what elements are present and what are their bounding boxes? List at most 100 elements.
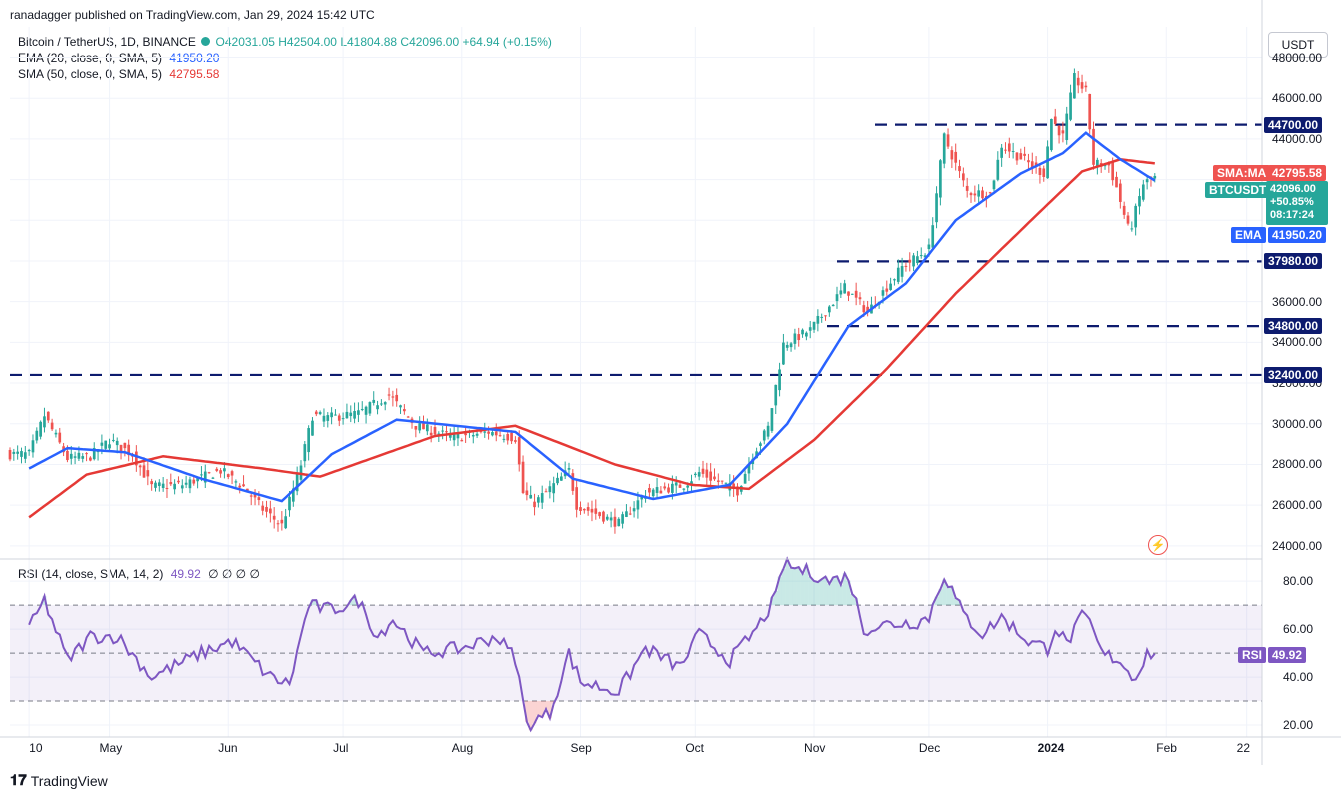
candle-body (843, 283, 847, 294)
candle-body (1061, 130, 1065, 134)
candle-body (364, 406, 368, 415)
candle-body (1027, 160, 1030, 163)
candle-body (1053, 116, 1057, 124)
rsi-overbought-fill (785, 558, 790, 606)
level-tag-37980.00: 37980.00 (1264, 253, 1323, 270)
candle-body (135, 451, 138, 466)
candle-body (261, 505, 265, 511)
candle-body (981, 190, 984, 199)
time-tick-label: Feb (1156, 741, 1177, 755)
time-tick-label: Dec (918, 741, 941, 755)
candle-body (893, 279, 896, 281)
candle-body (391, 396, 395, 398)
candle-body (157, 482, 161, 486)
tradingview-logo[interactable]: 𝟏𝟕 TradingView (10, 772, 108, 789)
candle-body (850, 293, 854, 295)
lightning-icon[interactable]: ⚡ (1148, 535, 1168, 555)
rsi-overbought-fill (325, 602, 330, 606)
candle-body (1145, 179, 1149, 183)
candle-body (724, 482, 728, 484)
candle-body (380, 403, 383, 405)
candle-body (1076, 77, 1080, 86)
tv-brand-text: TradingView (30, 772, 108, 789)
candle-body (1042, 168, 1046, 177)
candle-body (54, 432, 58, 435)
currency-button[interactable]: USDT (1268, 32, 1328, 58)
level-tag-44700.00: 44700.00 (1264, 116, 1323, 133)
candle-body (1073, 73, 1076, 99)
time-tick-label: Sep (570, 741, 592, 755)
candle-body (651, 489, 655, 497)
candle-body (50, 422, 54, 430)
rsi-overbought-fill (827, 583, 832, 606)
rsi-legend[interactable]: RSI (14, close, SMA, 14, 2) 49.92 ∅ ∅ ∅ … (18, 567, 260, 581)
rsi-overbought-fill (773, 591, 778, 606)
candle-body (640, 496, 644, 500)
candle-body (973, 193, 977, 196)
candle-body (927, 244, 931, 250)
candle-body (1069, 92, 1072, 120)
candle-body (1000, 147, 1003, 158)
candle-body (801, 329, 804, 335)
candle-body (257, 497, 261, 501)
candle-body (307, 428, 310, 453)
candle-body (521, 461, 525, 494)
candle-body (939, 160, 942, 198)
sma-legend-value: 42795.58 (169, 67, 220, 81)
candle-body (988, 192, 992, 194)
candle-body (701, 468, 705, 474)
candle-body (46, 411, 50, 421)
candle-body (705, 469, 709, 478)
candle-body (1019, 153, 1023, 160)
time-tick-label: Nov (804, 741, 826, 755)
candle-body (659, 490, 663, 494)
candle-body (192, 479, 196, 484)
last-price: 42096.00 (1270, 183, 1316, 195)
candle-body (230, 471, 234, 476)
candle-body (108, 444, 111, 449)
candle-body (1153, 175, 1157, 179)
candle-body (663, 486, 667, 489)
candle-body (820, 316, 824, 318)
candle-body (506, 434, 510, 441)
rsi-overbought-fill (835, 576, 839, 606)
candle-body (621, 514, 624, 524)
candle-body (824, 315, 827, 317)
candle-body (908, 259, 912, 263)
candle-body (969, 193, 973, 196)
candle-body (958, 166, 961, 172)
candle-body (12, 451, 16, 454)
ema20-line (28, 131, 1156, 503)
candle-body (456, 434, 460, 439)
candle-body (242, 484, 245, 487)
candle-body (732, 483, 735, 489)
candle-body (422, 422, 425, 430)
candle-body (89, 457, 92, 461)
candle-body (483, 431, 487, 433)
candle-body (127, 444, 131, 456)
rsi-overbought-fill (789, 567, 793, 606)
candle-body (464, 433, 467, 436)
candle-body (92, 448, 96, 460)
sma-legend[interactable]: SMA (50, close, 0, SMA, 5) 42795.58 (18, 67, 219, 81)
candle-body (743, 473, 747, 484)
candle-body (1057, 125, 1061, 136)
candle-body (720, 480, 724, 482)
rsi-tick-label: 60.00 (1283, 622, 1314, 637)
candle-body (215, 468, 219, 471)
candle-body (165, 487, 169, 489)
price-tick-label: 34000.00 (1272, 335, 1323, 350)
candle-body (582, 508, 586, 511)
candle-body (774, 384, 778, 406)
candle-body (23, 452, 27, 459)
candle-body (552, 483, 556, 494)
candle-body (448, 434, 452, 438)
candle-body (625, 511, 628, 517)
candle-body (200, 474, 203, 476)
ohlc-open: O42031.05 (215, 35, 275, 49)
candle-body (694, 473, 697, 475)
ema-tag-price: 41950.20 (1268, 227, 1327, 243)
candle-body (812, 321, 816, 330)
candle-body (671, 483, 674, 493)
